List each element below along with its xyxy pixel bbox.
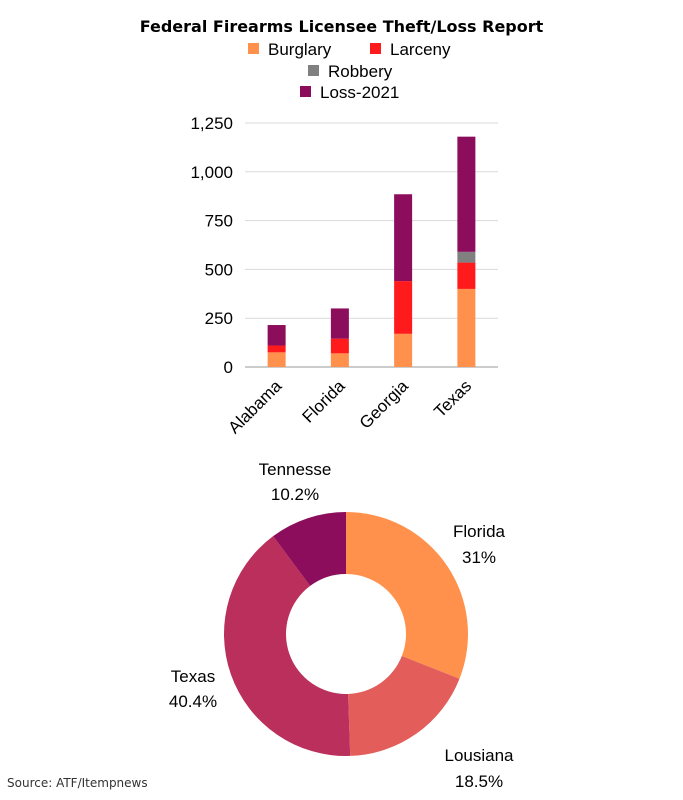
legend-label-burglary: Burglary [268, 40, 332, 59]
donut-slice-lousiana [348, 655, 460, 756]
bar-texas-robbery [457, 251, 476, 263]
y-tick-label: 250 [205, 309, 233, 328]
legend-label-robbery: Robbery [328, 62, 393, 81]
slice-pct-lousiana: 18.5% [455, 772, 503, 791]
source-note: Source: ATF/Itempnews [7, 776, 148, 790]
bar-florida-burglary [330, 353, 349, 367]
legend-label-loss-2021: Loss-2021 [320, 83, 399, 102]
bar-georgia-loss-2021 [394, 194, 413, 282]
legend-swatch-burglary [248, 43, 259, 54]
slice-pct-florida: 31% [462, 548, 496, 567]
donut-slice-tennesse [273, 512, 346, 586]
bar-georgia-burglary [394, 333, 413, 367]
donut-slice-florida [346, 512, 468, 679]
legend-swatch-loss-2021 [300, 86, 311, 97]
slice-label-florida: Florida [453, 522, 506, 541]
y-tick-label: 1,000 [190, 163, 233, 182]
bar-florida-loss-2021 [330, 308, 349, 339]
bar-alabama-larceny [267, 345, 286, 353]
x-tick-label: Georgia [356, 376, 413, 433]
slice-label-tennesse: Tennesse [259, 460, 332, 479]
y-tick-label: 750 [205, 212, 233, 231]
donut-slice-texas [224, 536, 351, 756]
bar-texas-larceny [457, 262, 476, 289]
bar-texas-loss-2021 [457, 136, 476, 252]
slice-label-texas: Texas [171, 667, 215, 686]
y-tick-label: 1,250 [190, 114, 233, 133]
chart-title: Federal Firearms Licensee Theft/Loss Rep… [139, 17, 544, 36]
x-tick-label: Alabama [225, 376, 286, 437]
bar-texas-burglary [457, 288, 476, 367]
bar-alabama-burglary [267, 352, 286, 367]
x-tick-label: Texas [430, 376, 475, 421]
y-tick-label: 0 [224, 358, 233, 377]
bar-georgia-larceny [394, 281, 413, 334]
legend-swatch-larceny [370, 43, 381, 54]
bar-alabama-loss-2021 [267, 325, 286, 346]
bar-florida-larceny [330, 338, 349, 354]
slice-pct-texas: 40.4% [169, 692, 217, 711]
slice-pct-tennesse: 10.2% [271, 485, 319, 504]
x-tick-label: Florida [299, 376, 350, 427]
legend-label-larceny: Larceny [390, 40, 451, 59]
legend-swatch-robbery [308, 65, 319, 76]
y-tick-label: 500 [205, 260, 233, 279]
slice-label-lousiana: Lousiana [444, 746, 514, 765]
